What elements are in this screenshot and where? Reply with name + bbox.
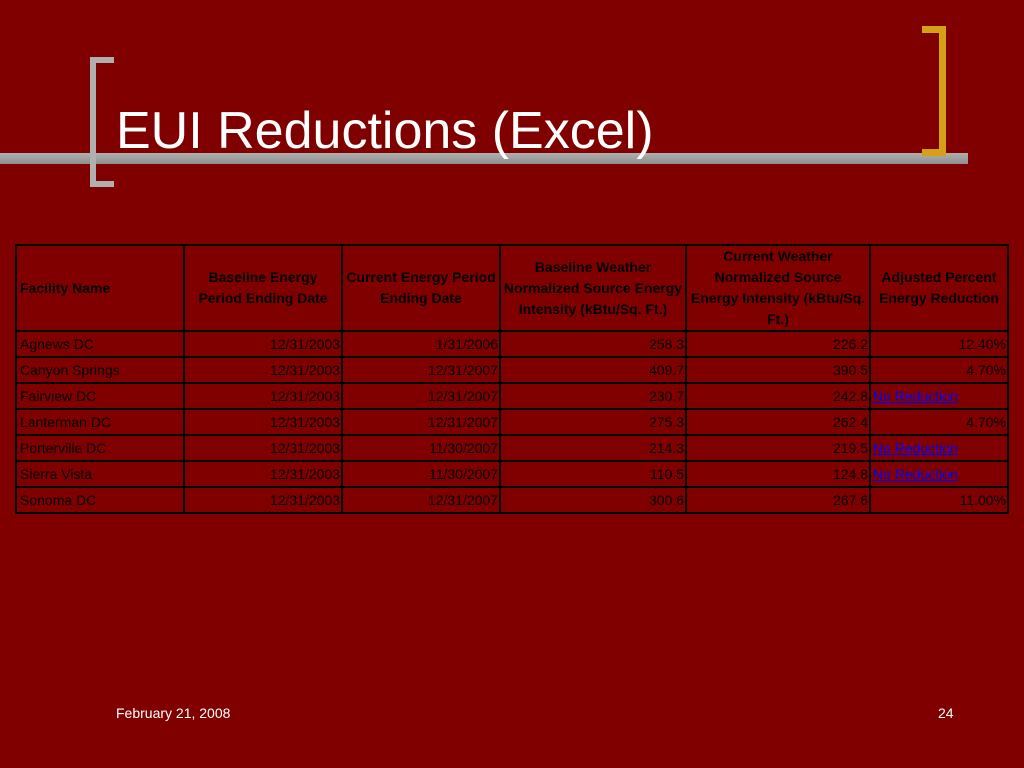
reduction-cell: 4.70%: [869, 356, 1009, 384]
baseline-intensity-cell: 300.6: [499, 486, 687, 514]
facility-name-cell: Lanterman DC: [15, 408, 185, 436]
left-bracket-decoration: [90, 57, 114, 187]
facility-name-cell: Canyon Springs: [15, 356, 185, 384]
current-intensity-cell: 390.5: [685, 356, 871, 384]
reduction-cell: No Reduction: [869, 460, 1009, 488]
facility-name-cell: Fairview DC: [15, 382, 185, 410]
current-date-cell: 12/31/2007: [341, 382, 501, 410]
table-row: Agnews DC 12/31/2003 1/31/2006 258.3 226…: [15, 330, 1009, 358]
facility-name-cell: Agnews DC: [15, 330, 185, 358]
baseline-date-cell: 12/31/2003: [183, 434, 343, 462]
no-reduction-link[interactable]: No Reduction: [873, 440, 958, 456]
baseline-date-cell: 12/31/2003: [183, 356, 343, 384]
baseline-date-cell: 12/31/2003: [183, 382, 343, 410]
current-intensity-cell: 226.2: [685, 330, 871, 358]
header-current-period: Current Energy Period Ending Date: [341, 244, 501, 332]
current-intensity-cell: 267.6: [685, 486, 871, 514]
header-baseline-intensity: Baseline Weather Normalized Source Energ…: [499, 244, 687, 332]
baseline-intensity-cell: 230.7: [499, 382, 687, 410]
baseline-date-cell: 12/31/2003: [183, 408, 343, 436]
facility-name-cell: Sonoma DC: [15, 486, 185, 514]
current-intensity-cell: 262.4: [685, 408, 871, 436]
reduction-cell: No Reduction: [869, 434, 1009, 462]
header-percent-reduction: Adjusted Percent Energy Reduction: [869, 244, 1009, 332]
table-row: Lanterman DC 12/31/2003 12/31/2007 275.3…: [15, 408, 1009, 436]
footer-date: February 21, 2008: [116, 705, 231, 721]
baseline-date-cell: 12/31/2003: [183, 330, 343, 358]
reduction-cell: No Reduction: [869, 382, 1009, 410]
table-row: Fairview DC 12/31/2003 12/31/2007 230.7 …: [15, 382, 1009, 410]
facility-name-cell: Sierra Vista: [15, 460, 185, 488]
facility-name-cell: Porterville DC: [15, 434, 185, 462]
eui-reductions-table: Facility Name Baseline Energy Period End…: [15, 244, 1009, 514]
current-date-cell: 12/31/2007: [341, 486, 501, 514]
baseline-date-cell: 12/31/2003: [183, 460, 343, 488]
header-baseline-period: Baseline Energy Period Ending Date: [183, 244, 343, 332]
current-date-cell: 12/31/2007: [341, 356, 501, 384]
baseline-intensity-cell: 110.5: [499, 460, 687, 488]
table-row: Sierra Vista 12/31/2003 11/30/2007 110.5…: [15, 460, 1009, 488]
header-current-intensity: Current Weather Normalized Source Energy…: [685, 244, 871, 332]
baseline-intensity-cell: 409.7: [499, 356, 687, 384]
reduction-cell: 11.00%: [869, 486, 1009, 514]
current-date-cell: 1/31/2006: [341, 330, 501, 358]
header-divider-bar: [0, 153, 968, 164]
reduction-cell: 12.40%: [869, 330, 1009, 358]
table-header-row: Facility Name Baseline Energy Period End…: [15, 244, 1009, 332]
current-date-cell: 11/30/2007: [341, 460, 501, 488]
current-date-cell: 11/30/2007: [341, 434, 501, 462]
no-reduction-link[interactable]: No Reduction: [873, 388, 958, 404]
table-row: Sonoma DC 12/31/2003 12/31/2007 300.6 26…: [15, 486, 1009, 514]
slide-number: 24: [938, 705, 954, 721]
baseline-intensity-cell: 275.3: [499, 408, 687, 436]
current-intensity-cell: 219.5: [685, 434, 871, 462]
current-intensity-cell: 124.8: [685, 460, 871, 488]
reduction-cell: 4.70%: [869, 408, 1009, 436]
no-reduction-link[interactable]: No Reduction: [873, 466, 958, 482]
current-intensity-cell: 242.8: [685, 382, 871, 410]
right-bracket-decoration: [922, 26, 946, 156]
slide-title: EUI Reductions (Excel): [116, 102, 654, 160]
table-row: Porterville DC 12/31/2003 11/30/2007 214…: [15, 434, 1009, 462]
current-date-cell: 12/31/2007: [341, 408, 501, 436]
baseline-intensity-cell: 214.3: [499, 434, 687, 462]
table-row: Canyon Springs 12/31/2003 12/31/2007 409…: [15, 356, 1009, 384]
baseline-intensity-cell: 258.3: [499, 330, 687, 358]
header-facility-name: Facility Name: [15, 244, 185, 332]
baseline-date-cell: 12/31/2003: [183, 486, 343, 514]
